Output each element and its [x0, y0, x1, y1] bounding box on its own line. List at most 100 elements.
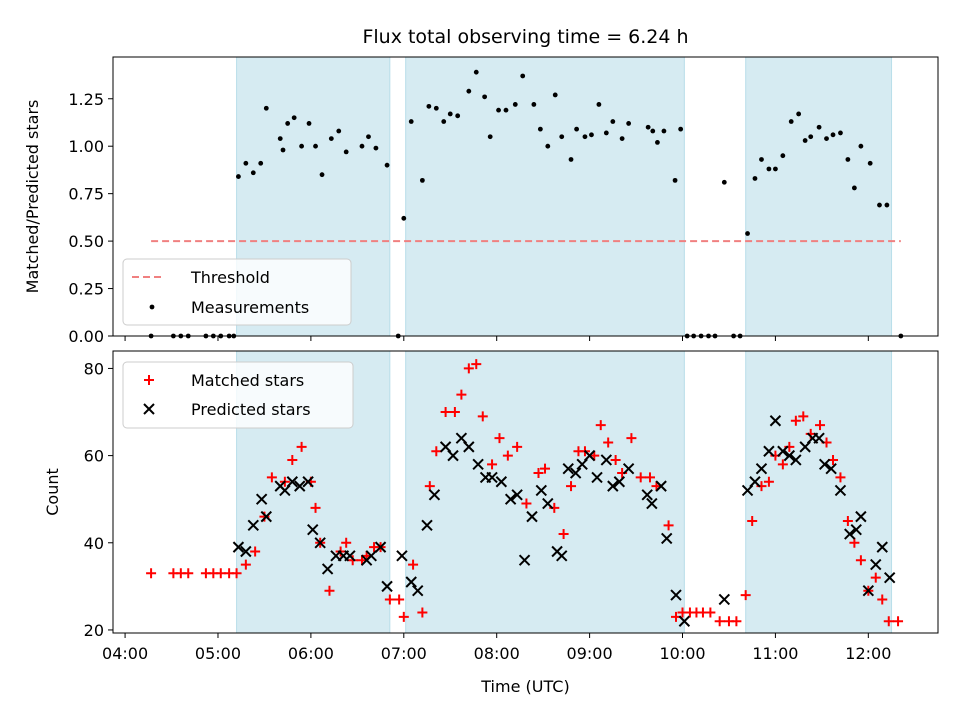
data-point [763, 445, 775, 457]
data-point [286, 476, 299, 488]
legend-measurements-label: Measurements [191, 298, 309, 317]
data-point [574, 126, 579, 132]
x-tick-label: 09:00 [567, 644, 613, 663]
data-point [773, 166, 778, 172]
data-point [231, 568, 242, 579]
data-point [600, 454, 613, 466]
data-point [313, 143, 318, 149]
data-point [650, 128, 656, 134]
data-point [472, 458, 484, 471]
data-point [336, 128, 342, 134]
data-point [424, 481, 435, 492]
data-point [512, 441, 523, 452]
x-tick-label: 08:00 [474, 644, 520, 663]
data-point [610, 119, 616, 124]
data-point [818, 458, 831, 471]
x-tick-label: 05:00 [195, 644, 241, 663]
observing-interval [745, 350, 893, 634]
y-tick-label: 60 [84, 447, 104, 466]
data-point [287, 454, 298, 465]
x-tick-label: 11:00 [752, 644, 798, 663]
data-point [426, 103, 432, 109]
data-point [661, 532, 673, 545]
data-point [263, 105, 269, 111]
legend-threshold-label: Threshold [190, 268, 270, 287]
data-point [569, 467, 582, 479]
data-point [663, 520, 674, 531]
data-point [421, 519, 433, 532]
ratio-panel: 0.00 0.25 0.50 0.75 1.00 1.25 Matched/Predicte… [23, 26, 939, 346]
data-point [845, 157, 851, 162]
data-point [661, 128, 667, 134]
legend-predicted-swatch [143, 403, 155, 415]
data-point [521, 498, 532, 509]
data-point [721, 179, 727, 185]
observing-interval [405, 350, 685, 634]
data-point [835, 472, 846, 483]
data-point [884, 202, 890, 208]
data-point [759, 157, 764, 162]
y-tick-label: 0.25 [68, 280, 104, 299]
data-point [473, 69, 479, 75]
data-point [830, 132, 836, 138]
observing-interval [405, 56, 685, 337]
y-tick-label: 1.25 [68, 90, 104, 109]
data-point [381, 580, 393, 593]
data-point [396, 550, 408, 562]
data-point [752, 176, 758, 181]
data-point [463, 363, 474, 374]
data-point [291, 115, 297, 121]
data-point [542, 497, 554, 510]
data-point [482, 94, 488, 100]
data-point [635, 472, 646, 483]
data-point [398, 611, 409, 622]
data-point [146, 568, 157, 579]
data-point [296, 441, 307, 452]
data-point [463, 441, 475, 453]
data-point [431, 446, 442, 457]
data-point [374, 541, 387, 553]
series-measurements [148, 69, 904, 339]
data-point [496, 107, 501, 113]
data-point [849, 537, 860, 548]
data-point [883, 616, 894, 627]
data-point [456, 389, 467, 400]
data-point [858, 143, 864, 149]
data-point [558, 529, 569, 540]
data-point [260, 510, 273, 523]
data-point [855, 510, 867, 523]
data-point [384, 594, 395, 605]
data-point [883, 571, 896, 584]
data-point [259, 511, 270, 522]
data-point [552, 92, 558, 98]
data-point [646, 497, 658, 510]
data-point [718, 593, 731, 606]
data-point [494, 433, 505, 444]
data-point [215, 568, 226, 579]
data-point [740, 590, 751, 601]
data-point [815, 420, 826, 431]
count-panel: 20 40 60 80 04:00 05:00 06:00 07:00 08:00 09:00 10… [43, 350, 939, 696]
data-point [790, 415, 801, 426]
data-point [405, 576, 417, 588]
data-point [777, 459, 788, 470]
data-point [813, 432, 825, 444]
data-point [343, 149, 349, 155]
data-point [582, 134, 588, 140]
x-tick-label: 06:00 [288, 644, 334, 663]
data-point [258, 160, 264, 166]
data-point [531, 102, 537, 107]
data-point [366, 134, 371, 140]
data-point [518, 554, 531, 566]
legend-box [122, 258, 352, 326]
data-point [824, 136, 829, 142]
data-point [280, 147, 286, 153]
data-point [655, 140, 660, 145]
data-point [893, 616, 904, 627]
data-point [440, 407, 451, 418]
data-point [408, 119, 414, 124]
data-point [562, 462, 574, 475]
x-tick-label: 04:00 [102, 644, 148, 663]
data-point [790, 454, 802, 466]
data-point [583, 449, 596, 462]
